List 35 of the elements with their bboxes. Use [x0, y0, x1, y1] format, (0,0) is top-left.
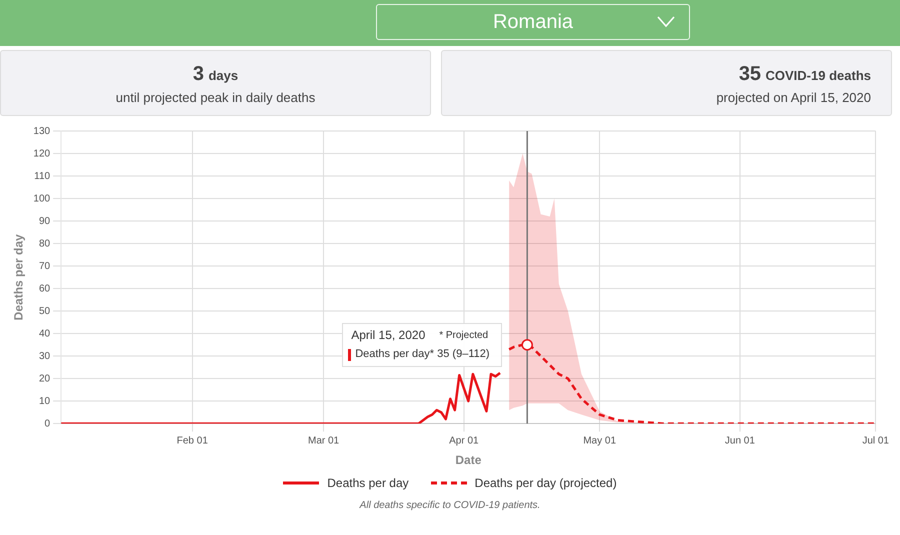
legend-label: Deaths per day (projected)	[474, 476, 617, 490]
y-tick-label: 20	[38, 373, 51, 384]
y-axis-title: Deaths per day	[12, 234, 26, 320]
y-tick-label: 80	[38, 238, 51, 250]
x-tick-label: Apr 01	[449, 435, 480, 446]
y-tick-label: 30	[38, 350, 51, 362]
y-tick-label: 90	[38, 216, 51, 227]
y-tick-label: 120	[33, 148, 51, 160]
annotation: * Projected	[439, 330, 488, 341]
x-axis-title: Date	[455, 453, 482, 468]
y-tick-label: 70	[38, 260, 51, 272]
legend-label: Deaths per day	[327, 476, 409, 490]
y-tick-label: 60	[38, 283, 51, 294]
annotation: April 15, 2020	[351, 328, 426, 342]
x-tick-label: Feb 01	[176, 435, 208, 446]
country-select-field: Romania	[376, 4, 690, 40]
x-tick-label: May 01	[583, 435, 616, 446]
text: until projected peak in daily deaths	[114, 90, 316, 105]
text: 35	[738, 63, 762, 85]
text: COVID-19 deaths	[766, 68, 871, 83]
x-tick-label: Mar 01	[308, 435, 340, 446]
y-tick-label: 40	[38, 328, 51, 340]
text: projected on April 15, 2020	[715, 90, 871, 105]
text: days	[208, 68, 238, 83]
y-tick-label: 50	[38, 306, 51, 317]
y-tick-label: 100	[33, 193, 51, 204]
annotation: Deaths per day* 35 (9–112)	[355, 348, 490, 360]
x-tick-label: Jul 01	[862, 435, 890, 446]
y-tick-label: 130	[33, 126, 51, 137]
y-tick-label: 0	[44, 418, 51, 430]
text: All deaths specific to COVID-19 patients.	[358, 500, 542, 511]
text: 3	[192, 63, 204, 85]
x-tick-label: Jun 01	[724, 435, 756, 446]
y-tick-label: 110	[34, 170, 51, 182]
y-tick-label: 10	[38, 396, 51, 407]
